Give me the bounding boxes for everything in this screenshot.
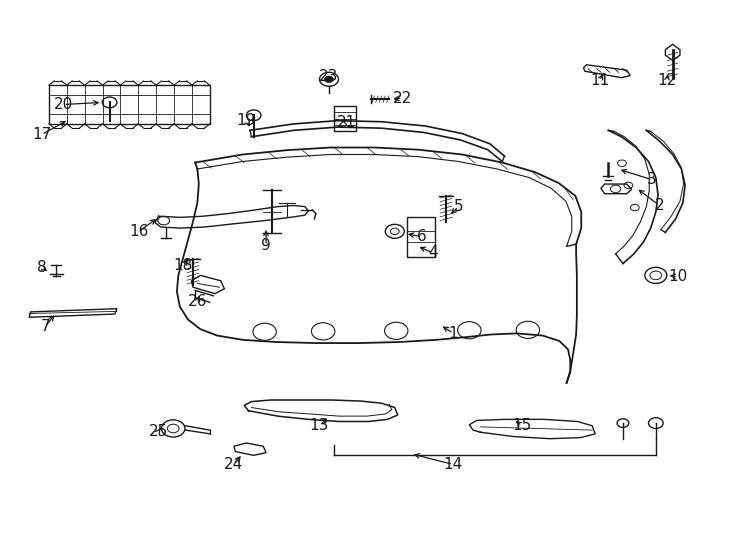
- Text: 14: 14: [443, 457, 463, 472]
- Text: 4: 4: [428, 245, 437, 260]
- Text: 2: 2: [655, 198, 664, 213]
- Text: 5: 5: [454, 199, 463, 214]
- Text: 6: 6: [417, 229, 426, 244]
- Text: 11: 11: [590, 73, 609, 89]
- Bar: [334, 106, 356, 131]
- Text: 3: 3: [647, 172, 657, 187]
- Text: 9: 9: [261, 238, 271, 253]
- Text: 23: 23: [319, 69, 338, 84]
- Text: 17: 17: [32, 127, 51, 142]
- Bar: [407, 217, 435, 257]
- Text: 7: 7: [40, 319, 50, 334]
- Text: 8: 8: [37, 260, 46, 275]
- Text: 10: 10: [668, 269, 688, 284]
- Text: 12: 12: [657, 73, 677, 89]
- Text: 19: 19: [236, 113, 256, 128]
- Text: 16: 16: [129, 224, 148, 239]
- Bar: [49, 85, 210, 124]
- Text: 25: 25: [149, 424, 168, 438]
- Text: 24: 24: [225, 457, 244, 472]
- Text: 26: 26: [188, 294, 207, 309]
- Text: 21: 21: [337, 115, 356, 130]
- Text: 18: 18: [173, 258, 192, 273]
- Text: 20: 20: [54, 97, 73, 112]
- Text: 15: 15: [512, 418, 531, 433]
- Text: 22: 22: [393, 91, 412, 106]
- Text: 1: 1: [448, 326, 458, 341]
- Circle shape: [324, 76, 333, 83]
- Text: 13: 13: [310, 418, 329, 433]
